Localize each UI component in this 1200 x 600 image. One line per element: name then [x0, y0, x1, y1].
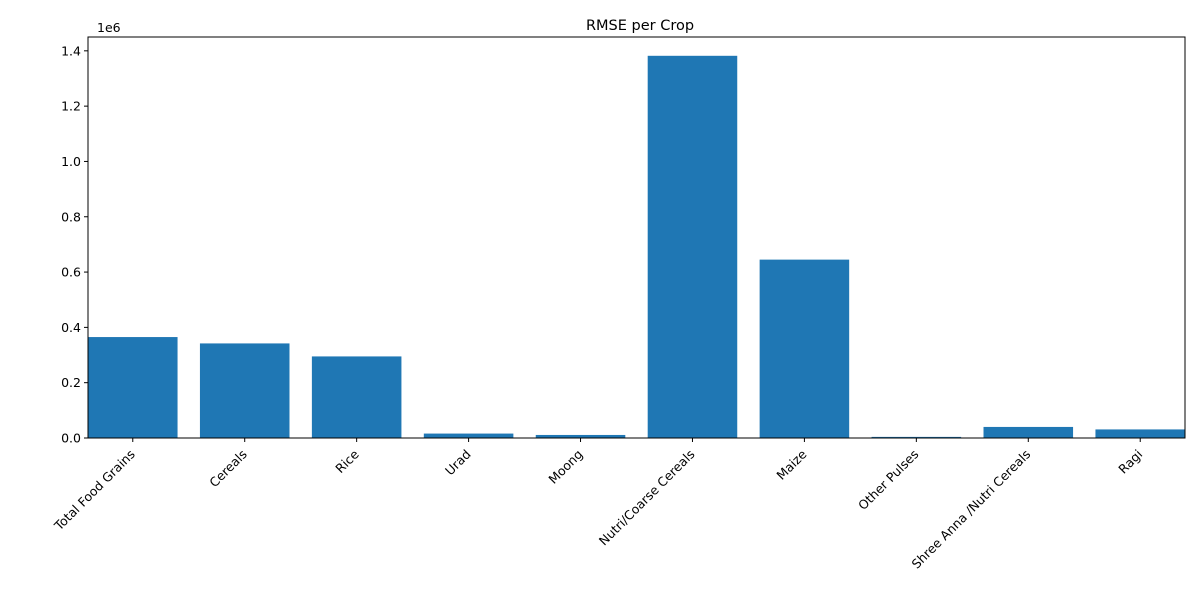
y-axis: 0.0 0.2 0.4 0.6 0.8 1.0 1.2 1.4 [61, 43, 88, 446]
x-tick-label-7: Other Pulses [855, 447, 921, 513]
x-tick-label-4: Moong [545, 447, 585, 487]
bar-0 [88, 337, 178, 438]
bar-8 [983, 426, 1074, 438]
bar-4 [535, 434, 626, 438]
y-tick-label-4: 0.8 [61, 209, 81, 224]
y-tick-label-1: 0.2 [61, 375, 81, 390]
x-tick-label-5: Nutri/Coarse Cereals [596, 447, 698, 549]
x-tick-label-6: Maize [773, 446, 809, 482]
bar-5 [647, 55, 738, 439]
bar-7 [871, 436, 962, 438]
y-tick-label-5: 1.0 [61, 154, 81, 169]
y-scale-label: 1e6 [97, 20, 121, 35]
y-tick-label-2: 0.4 [61, 320, 81, 335]
x-tick-label-1: Cereals [206, 447, 250, 491]
x-tick-label-8: Shree Anna /Nutri Cereals [908, 447, 1033, 572]
chart-title: RMSE per Crop [586, 18, 694, 34]
y-tick-label-7: 1.4 [61, 43, 81, 58]
x-axis: Total Food Grains Cereals Rice Urad Moong Nut… [51, 438, 1145, 572]
y-tick-label-0: 0.0 [61, 431, 81, 446]
x-tick-label-3: Urad [442, 447, 474, 479]
x-tick-label-9: Ragi [1115, 447, 1145, 477]
bar-2 [311, 356, 402, 438]
bar-6 [759, 259, 850, 438]
y-tick-label-3: 0.6 [61, 265, 81, 280]
bars-group [88, 55, 1185, 439]
bar-1 [199, 343, 290, 438]
x-tick-label-0: Total Food Grains [51, 447, 138, 534]
x-tick-label-2: Rice [332, 446, 362, 476]
y-tick-label-6: 1.2 [61, 99, 81, 114]
bar-9 [1095, 429, 1185, 438]
bar-3 [423, 433, 514, 438]
plot-frame [87, 36, 1186, 439]
